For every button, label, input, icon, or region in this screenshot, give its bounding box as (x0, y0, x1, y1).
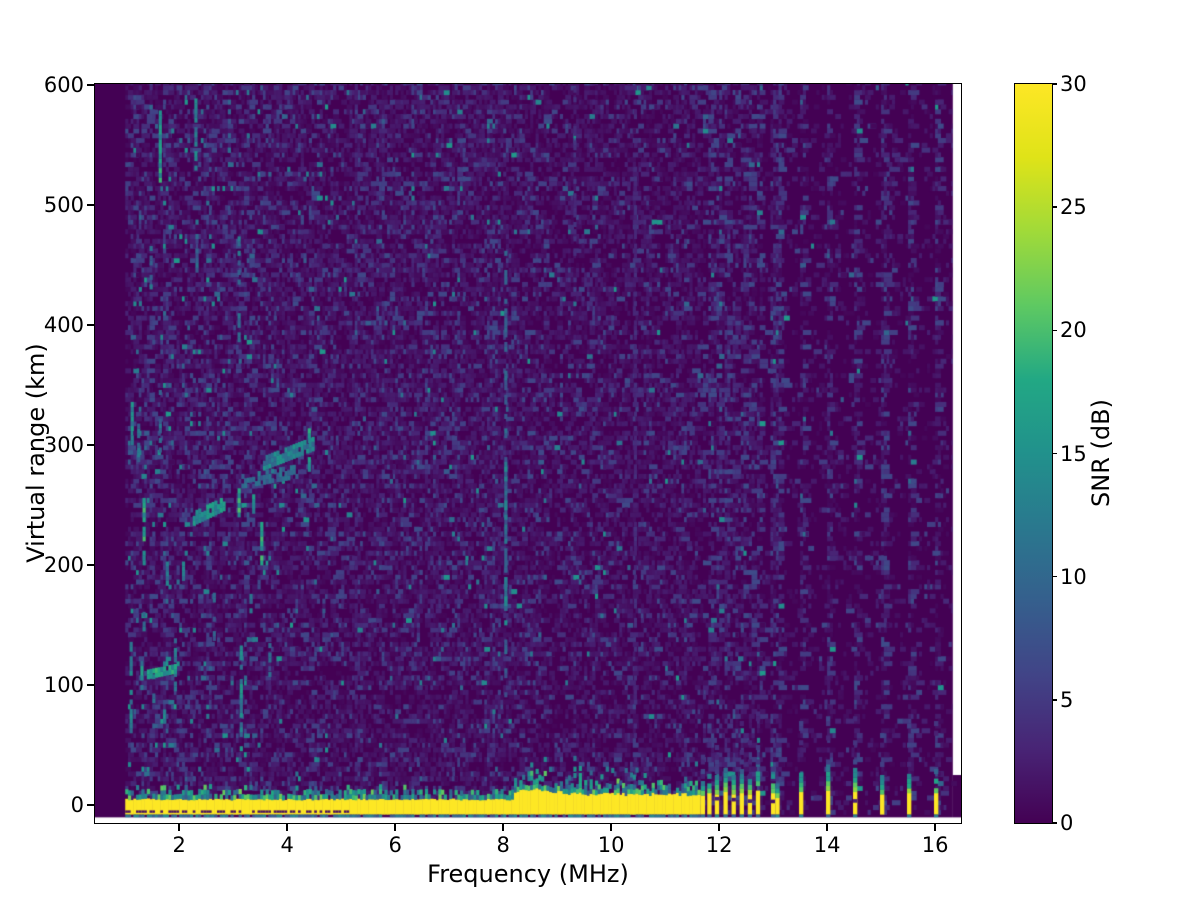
x-tick-label: 2 (172, 833, 186, 857)
colorbar-tick-label: 30 (1060, 72, 1087, 96)
plot-area (94, 83, 962, 824)
y-tick-label: 300 (43, 433, 84, 458)
y-tick-label: 600 (43, 73, 84, 98)
x-tick-label: 4 (280, 833, 294, 857)
y-tick-mark (87, 324, 94, 326)
colorbar-tick-label: 20 (1060, 318, 1087, 343)
y-tick-mark (87, 564, 94, 566)
x-tick-label: 12 (705, 833, 733, 857)
colorbar-tick-mark (1052, 206, 1057, 208)
colorbar-tick-mark (1052, 822, 1057, 824)
y-axis-label: Virtual range (km) (22, 343, 50, 563)
x-tick-label: 14 (813, 833, 841, 857)
y-tick-mark (87, 204, 94, 206)
x-tick-mark (718, 824, 720, 831)
colorbar-tick-label: 0 (1060, 811, 1074, 835)
colorbar-tick-label: 10 (1060, 564, 1087, 589)
x-tick-mark (286, 824, 288, 831)
x-tick-mark (610, 824, 612, 831)
colorbar-tick-mark (1052, 452, 1057, 455)
x-tick-mark (826, 824, 828, 831)
colorbar-tick-mark (1052, 699, 1057, 701)
colorbar-gradient (1015, 84, 1052, 823)
y-tick-mark (87, 444, 94, 446)
y-tick-label: 400 (43, 313, 84, 338)
colorbar-label: SNR (dB) (1087, 399, 1115, 507)
x-tick-label: 16 (921, 833, 949, 857)
colorbar-tick-mark (1052, 575, 1057, 578)
x-tick-mark (502, 824, 504, 831)
x-axis-label: Frequency (MHz) (427, 860, 629, 888)
colorbar-tick-mark (1052, 329, 1057, 332)
ionogram-heatmap-canvas (95, 84, 961, 823)
y-tick-label: 100 (43, 673, 84, 698)
colorbar (1014, 83, 1053, 824)
y-tick-label: 500 (43, 193, 84, 218)
x-tick-label: 8 (496, 833, 510, 857)
y-tick-label: 0 (70, 793, 84, 817)
y-tick-label: 200 (43, 553, 84, 578)
y-tick-mark (87, 684, 94, 686)
colorbar-tick-label: 5 (1060, 687, 1074, 712)
y-tick-mark (87, 804, 94, 806)
colorbar-tick-label: 15 (1060, 441, 1087, 466)
x-tick-mark (394, 824, 396, 831)
x-tick-mark (178, 824, 180, 831)
x-tick-mark (934, 824, 936, 831)
y-tick-mark (87, 84, 94, 86)
x-tick-label: 6 (388, 833, 402, 857)
x-tick-label: 10 (597, 833, 625, 857)
colorbar-tick-label: 25 (1060, 195, 1087, 220)
colorbar-tick-mark (1052, 83, 1057, 85)
